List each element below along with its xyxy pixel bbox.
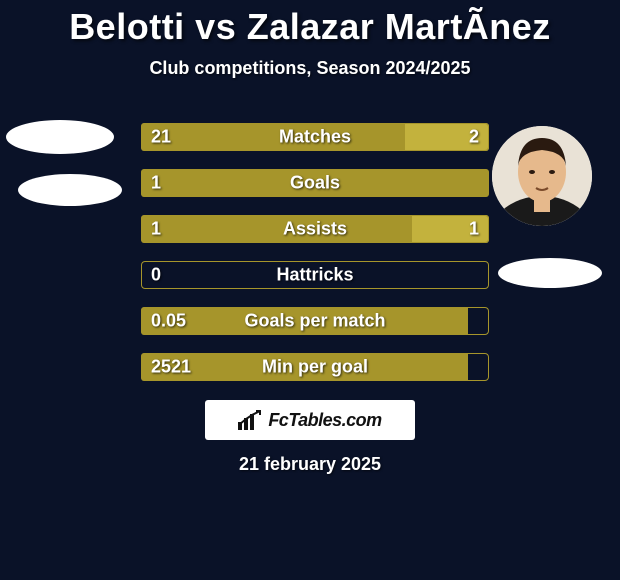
avatar-image-icon	[492, 126, 592, 226]
brand-logo-icon	[238, 410, 264, 430]
stat-row: 11Assists	[140, 214, 490, 244]
player-avatar-right	[492, 126, 592, 226]
brand-text: FcTables.com	[268, 410, 381, 431]
comparison-card: Belotti vs Zalazar MartÃnez Club competi…	[0, 0, 620, 580]
stat-row: 0Hattricks	[140, 260, 490, 290]
stat-label: Goals per match	[141, 311, 489, 332]
placeholder-oval-left-1	[6, 120, 114, 154]
date-text: 21 february 2025	[0, 454, 620, 475]
stat-label: Assists	[141, 219, 489, 240]
stat-label: Matches	[141, 127, 489, 148]
placeholder-oval-right-1	[498, 258, 602, 288]
stat-row: 0.05Goals per match	[140, 306, 490, 336]
stat-row: 212Matches	[140, 122, 490, 152]
stat-row: 1Goals	[140, 168, 490, 198]
page-title: Belotti vs Zalazar MartÃnez	[0, 0, 620, 48]
stat-label: Hattricks	[141, 265, 489, 286]
stat-label: Min per goal	[141, 357, 489, 378]
stat-label: Goals	[141, 173, 489, 194]
stat-bars: 212Matches 1Goals 11Assists 0Hattricks 0.05G…	[140, 122, 490, 398]
brand-badge: FcTables.com	[205, 400, 415, 440]
placeholder-oval-left-2	[18, 174, 122, 206]
stat-row: 2521Min per goal	[140, 352, 490, 382]
subtitle: Club competitions, Season 2024/2025	[0, 58, 620, 79]
